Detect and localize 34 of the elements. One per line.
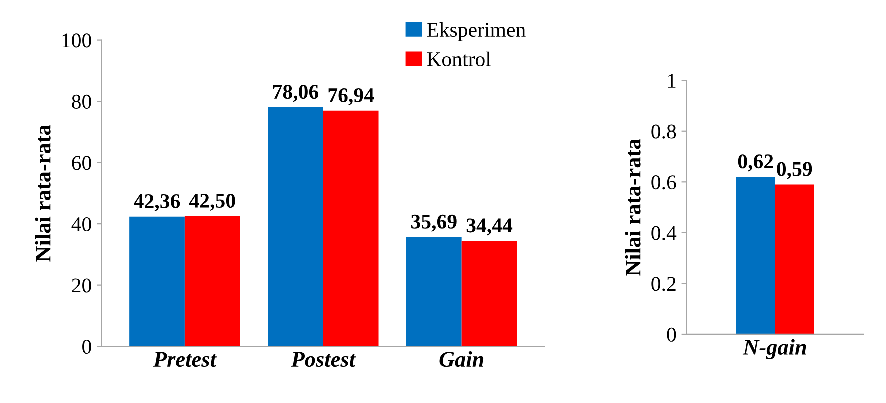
data-label: 34,44 — [466, 218, 513, 236]
bar — [462, 241, 518, 347]
bar — [130, 216, 185, 347]
bar — [406, 237, 462, 347]
y-tick-label: 0.2 — [652, 277, 676, 292]
data-label: 42,50 — [189, 194, 236, 212]
y-tick-label: 0 — [82, 340, 92, 354]
y-axis-title: Nilai rata-rata — [625, 139, 641, 276]
y-tick-label: 0.4 — [652, 226, 677, 240]
data-label: 35,69 — [411, 214, 457, 232]
bar — [184, 216, 240, 347]
data-label: 42,36 — [134, 194, 180, 212]
data-label: 76,94 — [328, 88, 374, 106]
data-label: 0,62 — [738, 154, 774, 172]
legend-label: Eksperimen — [427, 22, 526, 42]
data-label: 78,06 — [273, 85, 319, 102]
bar — [268, 108, 324, 347]
y-tick-label: 40 — [72, 217, 92, 232]
x-tick-label: Pretest — [153, 352, 217, 368]
x-tick-label: N-gain — [742, 339, 806, 360]
x-tick-label: Postest — [291, 352, 356, 368]
legend-label: Kontrol — [427, 52, 492, 67]
y-tick-label: 80 — [72, 94, 92, 109]
y-tick-label: 20 — [72, 278, 92, 293]
y-tick-label: 0.8 — [652, 124, 676, 139]
y-tick-label: 1 — [668, 74, 676, 88]
bar — [323, 110, 379, 347]
x-tick-label: Gain — [440, 351, 484, 368]
data-label: 0,59 — [777, 162, 812, 180]
y-tick-label: 60 — [72, 156, 92, 170]
y-tick-label: 0 — [667, 328, 676, 342]
y-axis-title: Nilai rata-rata — [35, 124, 51, 262]
y-tick-label: 0.6 — [652, 176, 676, 190]
y-tick-label: 100 — [62, 34, 92, 48]
